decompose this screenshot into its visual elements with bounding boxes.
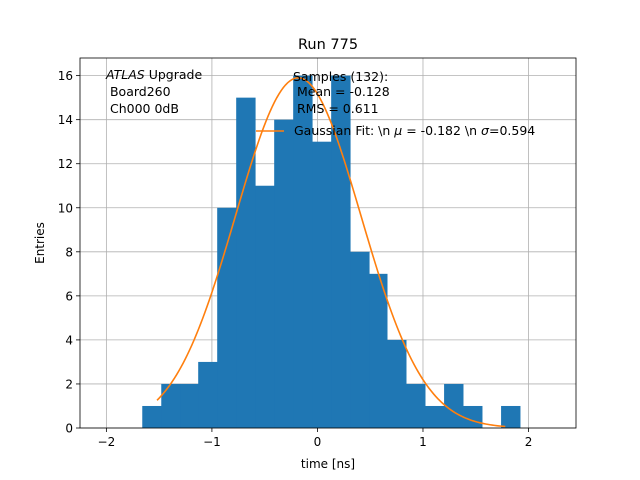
histogram-bar	[387, 339, 407, 428]
y-tick-label: 0	[65, 422, 73, 436]
histogram-bar	[293, 75, 313, 428]
atlas-label: ATLAS	[105, 67, 145, 82]
gaussian-fit-line	[156, 77, 506, 428]
histogram-bar	[255, 185, 275, 428]
y-tick-label: 2	[65, 377, 73, 391]
histogram-bar	[425, 405, 445, 428]
histogram-bar	[198, 361, 218, 428]
legend-rms: RMS = 0.611	[293, 101, 379, 116]
y-tick-label: 6	[65, 289, 73, 303]
x-axis-ticks: −2 −1 0 1 2	[98, 428, 533, 449]
histogram-bar	[236, 97, 256, 429]
histogram-bar	[369, 273, 388, 428]
x-tick-label: −1	[203, 435, 221, 449]
plot-frame	[79, 57, 577, 429]
histogram-bar	[350, 251, 370, 428]
x-tick-label: 2	[525, 435, 533, 449]
x-tick-label: −2	[98, 435, 116, 449]
x-axis-label: time [ns]	[301, 457, 355, 471]
legend-sigma-symbol: σ	[481, 123, 490, 138]
histogram-bar	[161, 383, 181, 428]
histogram-bars	[142, 75, 521, 429]
histogram-bar	[406, 383, 426, 428]
board-label: Board260	[106, 84, 171, 99]
histogram-bar	[217, 207, 237, 428]
y-tick-label: 14	[58, 113, 73, 127]
upgrade-label: Upgrade	[145, 67, 203, 82]
histogram-bar	[142, 405, 162, 428]
legend-fit-suffix: =0.594	[489, 123, 535, 138]
legend-mu-symbol: μ	[393, 123, 402, 138]
channel-label: Ch000 0dB	[106, 101, 179, 116]
histogram-bar	[180, 383, 199, 428]
y-axis-ticks: 0 2 4 6 8 10 12 14 16	[58, 69, 80, 436]
y-tick-label: 8	[65, 245, 73, 259]
histogram-bar	[312, 141, 332, 428]
legend-samples-header: Samples (132):	[293, 69, 388, 84]
y-tick-label: 4	[65, 333, 73, 347]
histogram-bar	[463, 405, 483, 428]
legend-fit-prefix: Gaussian Fit: \n	[294, 123, 394, 138]
legend-mean: Mean = -0.128	[293, 84, 390, 99]
y-tick-label: 12	[58, 157, 73, 171]
histogram-bar	[274, 119, 294, 429]
histogram-bar	[501, 405, 521, 428]
legend-fit-entry: Gaussian Fit: \n μ = -0.182 \n σ=0.594	[294, 123, 535, 138]
gaussian-fit-curve	[156, 77, 506, 428]
histogram-bar	[444, 383, 464, 428]
chart-title: Run 775	[298, 37, 358, 53]
y-tick-label: 10	[58, 201, 73, 215]
legend: Samples (132): Mean = -0.128 RMS = 0.611…	[256, 69, 535, 138]
x-tick-label: 0	[314, 435, 322, 449]
y-tick-label: 16	[58, 69, 73, 83]
x-tick-label: 1	[419, 435, 427, 449]
y-axis-label: Entries	[33, 222, 47, 264]
atlas-annotation: ATLAS Upgrade Board260 Ch000 0dB	[105, 67, 202, 116]
svg-text:ATLAS Upgrade: ATLAS Upgrade	[105, 67, 202, 82]
legend-fit-mid: = -0.182 \n	[402, 123, 481, 138]
